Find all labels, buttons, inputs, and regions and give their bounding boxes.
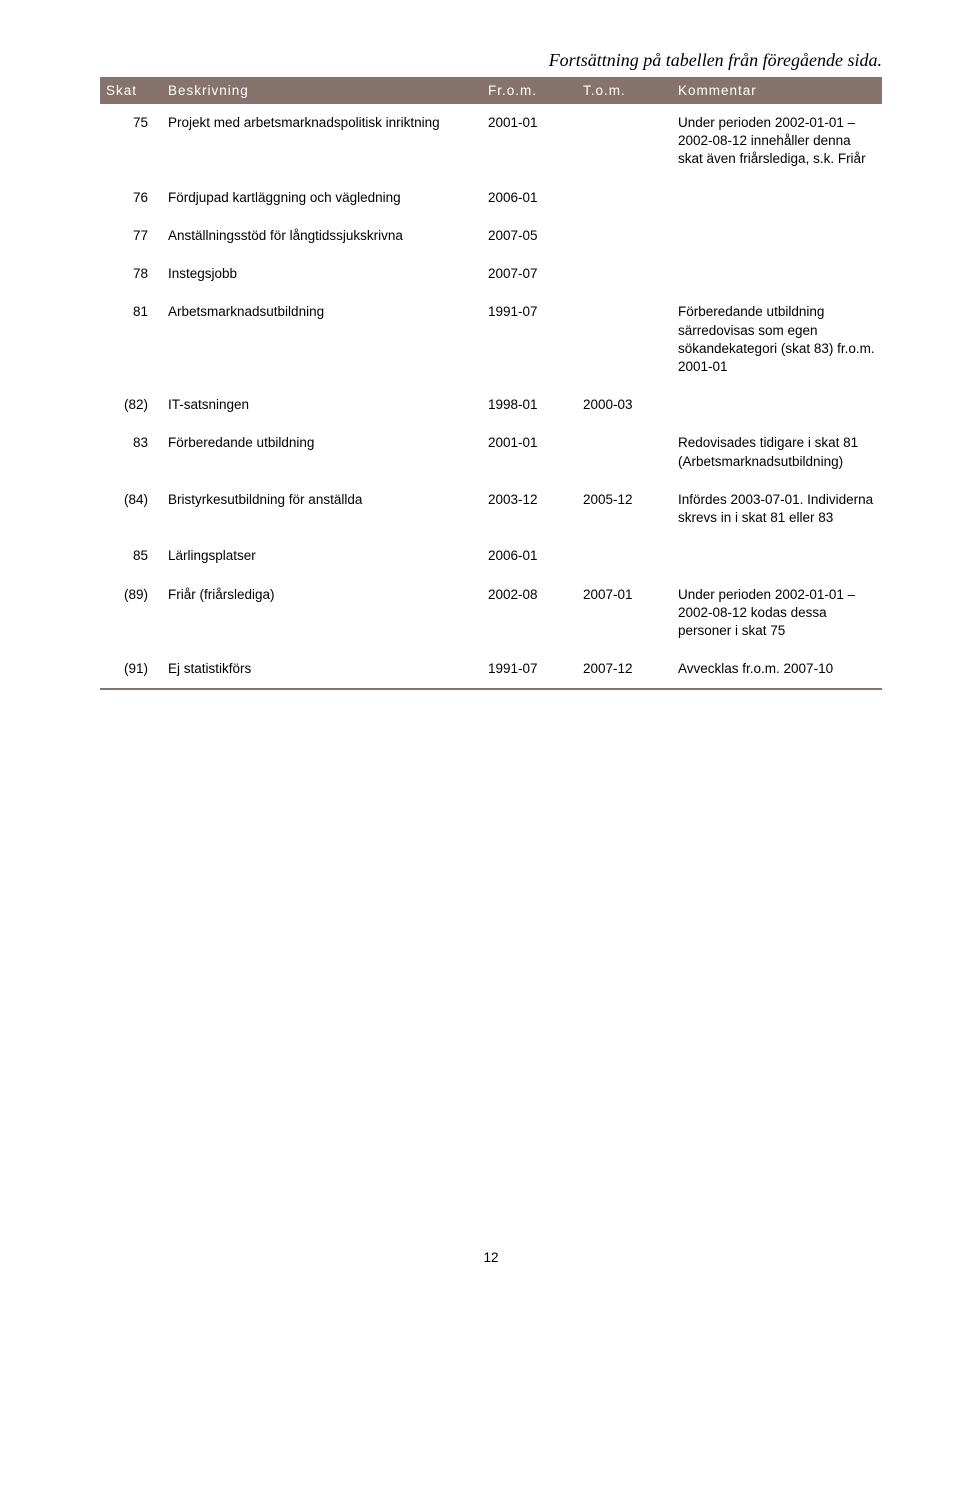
table-row: 77Anställningsstöd för långtidssjukskriv… <box>100 217 882 255</box>
cell-from: 1991-07 <box>482 293 577 386</box>
cell-beskrivning: Ej statistikförs <box>162 650 482 688</box>
cell-skat: 78 <box>100 255 162 293</box>
table-row: (82)IT-satsningen1998-012000-03 <box>100 386 882 424</box>
cell-beskrivning: Förberedande utbildning <box>162 424 482 480</box>
col-tom: T.o.m. <box>577 77 672 104</box>
cell-skat: 81 <box>100 293 162 386</box>
data-table: Skat Beskrivning Fr.o.m. T.o.m. Kommenta… <box>100 77 882 690</box>
cell-tom <box>577 424 672 480</box>
cell-skat: (84) <box>100 481 162 537</box>
cell-beskrivning: Friår (friårslediga) <box>162 576 482 651</box>
cell-beskrivning: Bristyrkesutbildning för anställda <box>162 481 482 537</box>
table-row: 85Lärlingsplatser2006-01 <box>100 537 882 575</box>
cell-kommentar: Infördes 2003-07-01. Individerna skrevs … <box>672 481 882 537</box>
cell-skat: 85 <box>100 537 162 575</box>
cell-from: 2001-01 <box>482 424 577 480</box>
cell-from: 2006-01 <box>482 537 577 575</box>
cell-skat: (89) <box>100 576 162 651</box>
cell-beskrivning: Instegsjobb <box>162 255 482 293</box>
col-from: Fr.o.m. <box>482 77 577 104</box>
table-row: (89)Friår (friårslediga)2002-082007-01Un… <box>100 576 882 651</box>
col-kommentar: Kommentar <box>672 77 882 104</box>
cell-kommentar: Förberedande utbildning särredovisas som… <box>672 293 882 386</box>
cell-from: 2002-08 <box>482 576 577 651</box>
cell-from: 2006-01 <box>482 179 577 217</box>
table-header-row: Skat Beskrivning Fr.o.m. T.o.m. Kommenta… <box>100 77 882 104</box>
cell-kommentar: Redovisades tidigare i skat 81 (Arbetsma… <box>672 424 882 480</box>
continuation-caption: Fortsättning på tabellen från föregående… <box>100 50 882 71</box>
cell-from: 1991-07 <box>482 650 577 688</box>
cell-kommentar: Under perioden 2002-01-01 – 2002-08-12 i… <box>672 104 882 179</box>
cell-kommentar <box>672 386 882 424</box>
cell-skat: 77 <box>100 217 162 255</box>
cell-tom <box>577 293 672 386</box>
cell-tom: 2007-01 <box>577 576 672 651</box>
table-row: 75Projekt med arbetsmarknadspolitisk inr… <box>100 104 882 179</box>
cell-skat: 75 <box>100 104 162 179</box>
cell-beskrivning: Arbetsmarknadsutbildning <box>162 293 482 386</box>
cell-kommentar: Under perioden 2002-01-01 – 2002-08-12 k… <box>672 576 882 651</box>
cell-tom <box>577 255 672 293</box>
cell-from: 1998-01 <box>482 386 577 424</box>
cell-from: 2007-05 <box>482 217 577 255</box>
col-skat: Skat <box>100 77 162 104</box>
cell-kommentar <box>672 179 882 217</box>
page-number: 12 <box>100 690 882 1265</box>
cell-skat: (91) <box>100 650 162 688</box>
cell-skat: 83 <box>100 424 162 480</box>
cell-tom: 2005-12 <box>577 481 672 537</box>
table-row: (84)Bristyrkesutbildning för anställda20… <box>100 481 882 537</box>
cell-tom <box>577 537 672 575</box>
cell-kommentar <box>672 217 882 255</box>
cell-tom <box>577 217 672 255</box>
table-row: (91)Ej statistikförs1991-072007-12Avveck… <box>100 650 882 688</box>
cell-beskrivning: Projekt med arbetsmarknadspolitisk inrik… <box>162 104 482 179</box>
table-row: 83Förberedande utbildning2001-01 Redovisa… <box>100 424 882 480</box>
table-row: 78Instegsjobb2007-07 <box>100 255 882 293</box>
cell-skat: (82) <box>100 386 162 424</box>
cell-tom <box>577 179 672 217</box>
cell-skat: 76 <box>100 179 162 217</box>
cell-beskrivning: Anställningsstöd för långtidssjukskrivna <box>162 217 482 255</box>
table-row: 81Arbetsmarknadsutbildning1991-07 Förbere… <box>100 293 882 386</box>
col-beskrivning: Beskrivning <box>162 77 482 104</box>
cell-kommentar <box>672 255 882 293</box>
cell-kommentar <box>672 537 882 575</box>
table-row: 76Fördjupad kartläggning och vägledning2… <box>100 179 882 217</box>
cell-beskrivning: IT-satsningen <box>162 386 482 424</box>
cell-tom: 2007-12 <box>577 650 672 688</box>
cell-kommentar: Avvecklas fr.o.m. 2007-10 <box>672 650 882 688</box>
cell-tom: 2000-03 <box>577 386 672 424</box>
cell-beskrivning: Lärlingsplatser <box>162 537 482 575</box>
cell-beskrivning: Fördjupad kartläggning och vägledning <box>162 179 482 217</box>
cell-tom <box>577 104 672 179</box>
cell-from: 2007-07 <box>482 255 577 293</box>
table-bottom-rule <box>100 688 882 689</box>
cell-from: 2001-01 <box>482 104 577 179</box>
cell-from: 2003-12 <box>482 481 577 537</box>
